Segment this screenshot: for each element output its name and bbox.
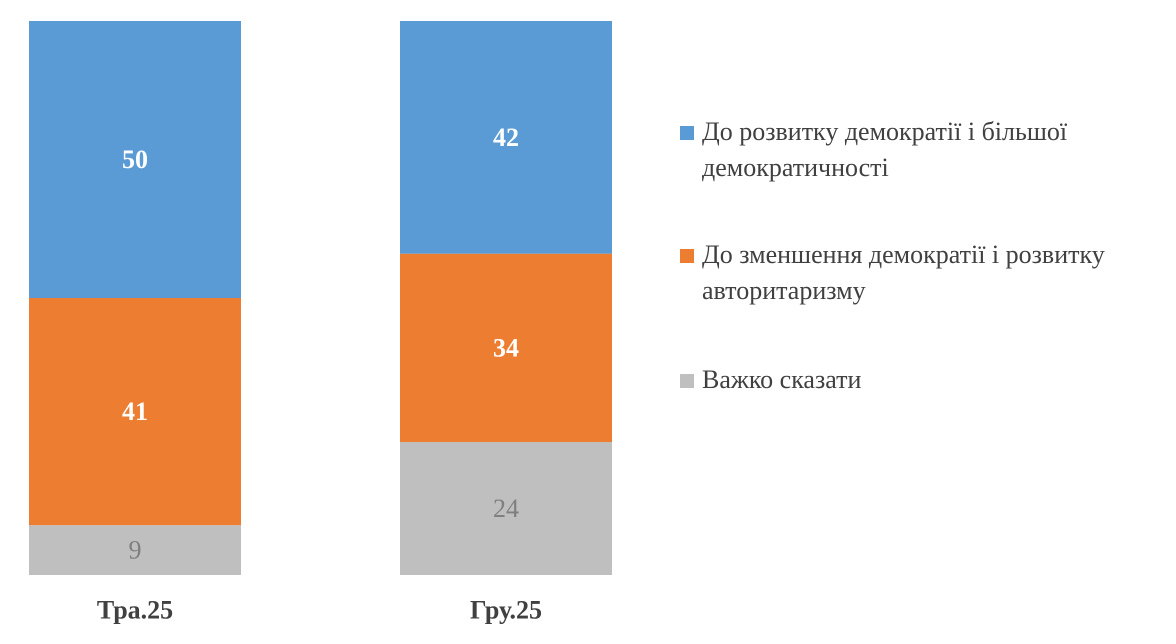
x-tick-label: Тра.25 bbox=[97, 596, 173, 625]
data-label: 50 bbox=[122, 145, 148, 174]
data-label: 9 bbox=[129, 536, 142, 565]
legend-swatch-hard-to-say bbox=[680, 374, 694, 388]
bar-segment bbox=[29, 21, 241, 298]
legend-label-democracy: До розвитку демократії і більшої демокра… bbox=[702, 117, 1068, 182]
legend-label-hard-to-say: Важко сказати bbox=[702, 365, 862, 394]
legend-swatch-democracy bbox=[680, 126, 694, 140]
bar-segment bbox=[400, 21, 612, 254]
data-labels-group: 9 41 50 24 34 42 bbox=[122, 123, 519, 565]
data-label: 34 bbox=[493, 333, 519, 362]
legend-swatch-authoritarianism bbox=[680, 249, 694, 263]
legend-label-authoritarianism: До зменшення демократії і розвитку автор… bbox=[702, 240, 1105, 305]
legend-item-democracy: До розвитку демократії і більшої демокра… bbox=[680, 114, 1170, 186]
data-label: 41 bbox=[122, 397, 148, 426]
bar-segment bbox=[400, 442, 612, 575]
bar-segment bbox=[400, 253, 612, 443]
bar-segment bbox=[29, 298, 241, 526]
x-tick-labels-group: Тра.25 Гру.25 bbox=[97, 596, 542, 625]
bars-group bbox=[29, 21, 612, 575]
x-tick-label: Гру.25 bbox=[470, 596, 542, 625]
data-label: 42 bbox=[493, 123, 519, 152]
legend-item-authoritarianism: До зменшення демократії і розвитку автор… bbox=[680, 237, 1170, 309]
data-label: 24 bbox=[493, 494, 519, 523]
legend-item-hard-to-say: Важко сказати bbox=[680, 362, 1170, 398]
bar-segment bbox=[29, 525, 241, 575]
